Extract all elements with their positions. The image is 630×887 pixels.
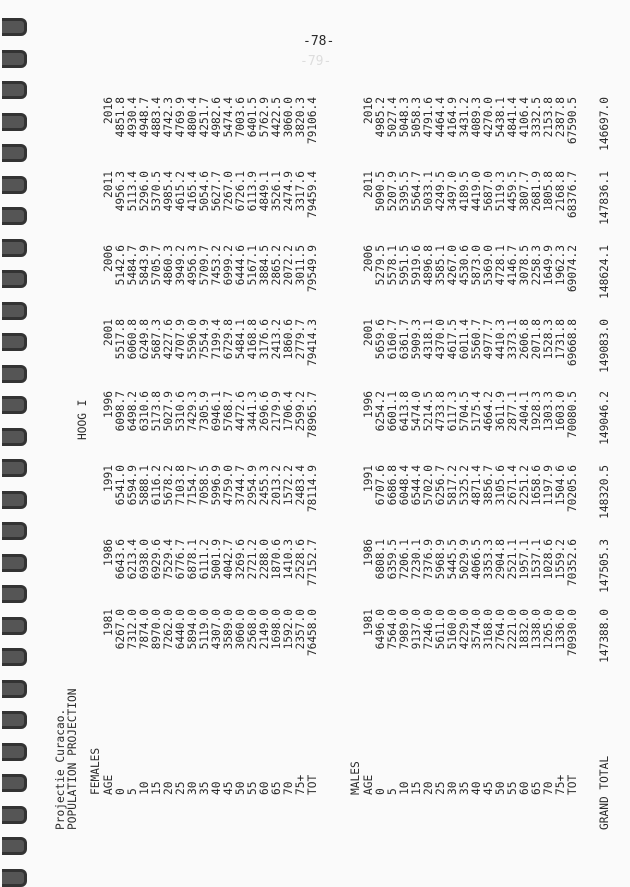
grand-total-cell: 148624.1 — [598, 245, 611, 299]
binding-ring-icon — [2, 49, 27, 68]
grand-total-cell: 149083.0 — [598, 319, 611, 373]
grand-total-cell: 148320.5 — [598, 465, 611, 519]
binding-ring-icon — [2, 207, 27, 225]
females-cell: 77152.7 — [306, 539, 319, 587]
binding-ring-icon — [2, 270, 27, 288]
males-cell: 67590.5 — [566, 97, 579, 145]
binding-ring-icon — [2, 553, 27, 572]
males-label: MALES — [349, 761, 362, 795]
males-cell: 68376.7 — [566, 171, 579, 219]
grand-total-label: GRAND TOTAL — [598, 755, 611, 830]
males-cell: 70080.5 — [566, 391, 579, 439]
binding-ring-icon — [2, 18, 27, 36]
binding-ring-icon — [2, 364, 27, 383]
males-age-label: TOT — [566, 774, 579, 795]
females-cell: 79106.4 — [306, 97, 319, 145]
males-cell: 70352.6 — [566, 539, 579, 587]
grand-total-cell: 147505.3 — [598, 539, 611, 593]
binding-ring-icon — [2, 648, 27, 666]
grand-total-cell: 146697.0 — [598, 97, 611, 151]
males-cell: 70205.6 — [566, 465, 579, 513]
binding-ring-icon — [2, 175, 27, 194]
binding-ring-icon — [2, 427, 27, 446]
females-cell: 78965.7 — [306, 391, 319, 439]
binding-ring-icon — [2, 301, 27, 320]
males-cell: 70930.0 — [566, 609, 579, 657]
binding-ring-icon — [2, 81, 27, 99]
binding-ring-icon — [2, 805, 27, 824]
binding-ring-icon — [2, 333, 27, 351]
binding-ring-icon — [2, 522, 27, 540]
binding-ring-icon — [2, 144, 27, 162]
rotated-table-page: Projectie Curacao. POPULATION PROJECTION… — [54, 85, 615, 835]
binding-ring-icon — [2, 742, 27, 761]
binding-ring-icon — [2, 679, 27, 698]
females-cell: 78114.9 — [306, 465, 319, 513]
grand-total-cell: 147388.0 — [598, 609, 611, 663]
grand-total-cell: 149046.2 — [598, 391, 611, 445]
males-cell: 69668.8 — [566, 319, 579, 367]
grand-total-cell: 147836.1 — [598, 171, 611, 225]
table-title: POPULATION PROJECTION — [66, 688, 79, 830]
binding-ring-icon — [2, 774, 27, 792]
females-cell: 79414.3 — [306, 319, 319, 367]
females-cell: 79549.9 — [306, 245, 319, 293]
binding-ring-icon — [2, 711, 27, 729]
page-number: -78- — [303, 34, 335, 49]
variant-label: HOOG I — [76, 399, 89, 440]
binding-ring-icon — [2, 459, 27, 477]
binding-ring-icon — [2, 112, 27, 131]
binding-ring-icon — [2, 238, 27, 257]
binding-ring-icon — [2, 396, 27, 414]
binding-ring-icon — [2, 837, 27, 855]
binding-ring-icon — [2, 585, 27, 603]
ghost-page-number: -79- — [300, 54, 332, 69]
females-label: FEMALES — [89, 747, 102, 795]
females-age-label: TOT — [306, 774, 319, 795]
binding-ring-icon — [2, 616, 27, 635]
males-cell: 69074.2 — [566, 245, 579, 293]
females-cell: 79459.4 — [306, 171, 319, 219]
spiral-binding — [0, 0, 32, 887]
females-cell: 76458.0 — [306, 609, 319, 657]
binding-ring-icon — [2, 490, 27, 509]
